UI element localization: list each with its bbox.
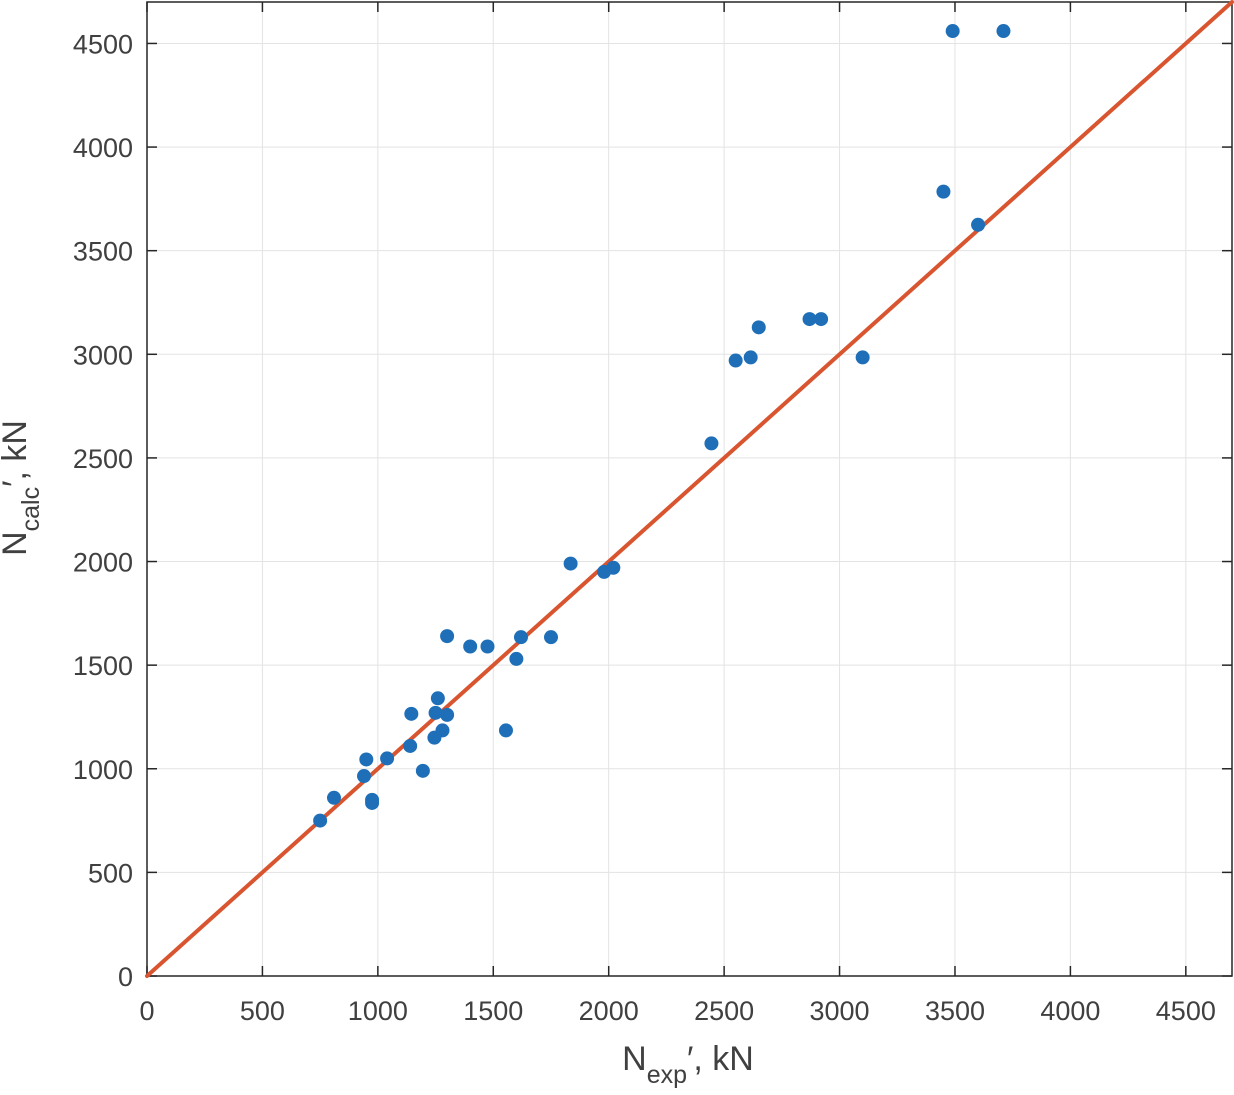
data-points [313, 24, 1011, 828]
reference-line [145, 0, 1234, 978]
y-tick-label: 3000 [73, 340, 133, 370]
x-tick-label: 1000 [348, 996, 408, 1026]
data-point [936, 184, 951, 199]
data-point [403, 738, 418, 753]
y-tick-label: 0 [118, 962, 133, 992]
x-axis-label: Nexp′, kN [622, 1040, 754, 1089]
data-point [463, 639, 478, 654]
data-point [430, 691, 445, 706]
x-tick-label: 3500 [925, 996, 985, 1026]
x-tick-label: 4000 [1040, 996, 1100, 1026]
y-tick-label: 3500 [73, 237, 133, 267]
data-point [365, 795, 380, 810]
x-tick-label: 1500 [463, 996, 523, 1026]
x-axis-label-sub: exp [647, 1061, 687, 1089]
y-tick-label: 2000 [73, 548, 133, 578]
y-tick-label: 4500 [73, 29, 133, 59]
data-point [359, 752, 374, 767]
y-axis-label-main: N [0, 531, 34, 556]
y-axis-label-rest: ′, kN [0, 420, 34, 487]
grid [147, 2, 1232, 976]
data-point [404, 706, 419, 721]
x-tick-label: 3000 [810, 996, 870, 1026]
y-tick-label: 1500 [73, 651, 133, 681]
data-point [945, 24, 960, 39]
y-tick-label: 1000 [73, 755, 133, 785]
data-point [543, 630, 558, 645]
data-point [814, 312, 829, 327]
data-point [704, 436, 719, 451]
data-point [606, 560, 621, 575]
data-point [513, 630, 528, 645]
data-point [743, 350, 758, 365]
data-point [440, 629, 455, 644]
data-point [802, 312, 817, 327]
data-point [563, 556, 578, 571]
data-point [996, 24, 1011, 39]
axis-ticks: 0 500 1000 1500 2000 2500 3000 3500 4000 4500 0 500… [73, 2, 1232, 1026]
y-axis-label-sub: calc [17, 487, 45, 531]
y-tick-label: 4000 [73, 133, 133, 163]
data-point [440, 707, 455, 722]
y-tick-label: 500 [88, 858, 133, 888]
data-point [498, 723, 513, 738]
data-point [313, 813, 328, 828]
x-tick-label: 500 [240, 996, 285, 1026]
plot-frame [146, 1, 1233, 977]
data-point [480, 639, 495, 654]
data-point [971, 217, 986, 232]
x-tick-label: 0 [139, 996, 154, 1026]
data-point [357, 769, 371, 784]
data-point [326, 790, 341, 805]
x-axis-label-main: N [622, 1040, 647, 1078]
x-tick-label: 2000 [579, 996, 639, 1026]
data-point [428, 705, 443, 720]
data-point [855, 350, 870, 365]
data-point [415, 763, 430, 778]
x-tick-label: 4500 [1156, 996, 1216, 1026]
data-point [728, 353, 743, 368]
x-axis-label-rest: ′, kN [687, 1040, 754, 1078]
data-point [380, 751, 395, 766]
data-point [751, 320, 766, 335]
data-point [435, 723, 450, 738]
x-tick-label: 2500 [694, 996, 754, 1026]
data-point [509, 651, 524, 666]
y-tick-label: 2500 [73, 444, 133, 474]
